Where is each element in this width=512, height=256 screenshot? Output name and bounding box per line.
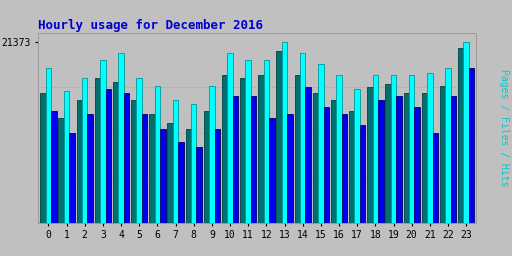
Bar [318,64,324,223]
Bar [124,93,129,223]
Bar [396,97,402,223]
Bar [137,78,142,223]
Text: Hourly usage for December 2016: Hourly usage for December 2016 [38,19,263,32]
Bar [409,75,414,223]
Bar [282,42,287,223]
Bar [51,111,56,223]
Bar [88,114,93,223]
Bar [458,48,463,223]
Bar [427,73,433,223]
Bar [215,129,220,223]
Bar [178,142,184,223]
Bar [403,93,409,223]
Bar [258,75,264,223]
Bar [167,123,173,223]
Bar [422,93,427,223]
Bar [433,133,438,223]
Bar [276,51,282,223]
Bar [233,97,238,223]
Bar [209,86,215,223]
Bar [58,118,64,223]
Bar [82,78,88,223]
Bar [95,78,100,223]
Bar [131,100,137,223]
Bar [360,125,366,223]
Bar [245,60,251,223]
Text: Pages / Files / Hits: Pages / Files / Hits [499,69,509,187]
Bar [469,68,474,223]
Bar [113,82,118,223]
Bar [294,75,300,223]
Bar [378,100,383,223]
Bar [251,97,257,223]
Bar [373,75,378,223]
Bar [306,87,311,223]
Bar [349,111,354,223]
Bar [69,133,75,223]
Bar [313,93,318,223]
Bar [336,75,342,223]
Bar [342,114,347,223]
Bar [287,114,293,223]
Bar [155,86,160,223]
Bar [391,75,396,223]
Bar [64,91,69,223]
Bar [367,87,373,223]
Bar [118,53,124,223]
Bar [142,114,147,223]
Bar [204,111,209,223]
Bar [354,89,360,223]
Bar [300,53,306,223]
Bar [40,93,46,223]
Bar [105,89,111,223]
Bar [160,129,165,223]
Bar [227,53,233,223]
Bar [77,100,82,223]
Bar [324,107,329,223]
Bar [222,75,227,223]
Bar [445,68,451,223]
Bar [100,60,105,223]
Bar [185,129,191,223]
Bar [191,104,197,223]
Bar [197,147,202,223]
Bar [440,86,445,223]
Bar [386,84,391,223]
Bar [451,97,456,223]
Bar [240,78,245,223]
Bar [331,100,336,223]
Bar [463,42,469,223]
Bar [269,118,274,223]
Bar [46,68,51,223]
Bar [173,100,178,223]
Bar [149,114,155,223]
Bar [264,60,269,223]
Bar [414,107,420,223]
